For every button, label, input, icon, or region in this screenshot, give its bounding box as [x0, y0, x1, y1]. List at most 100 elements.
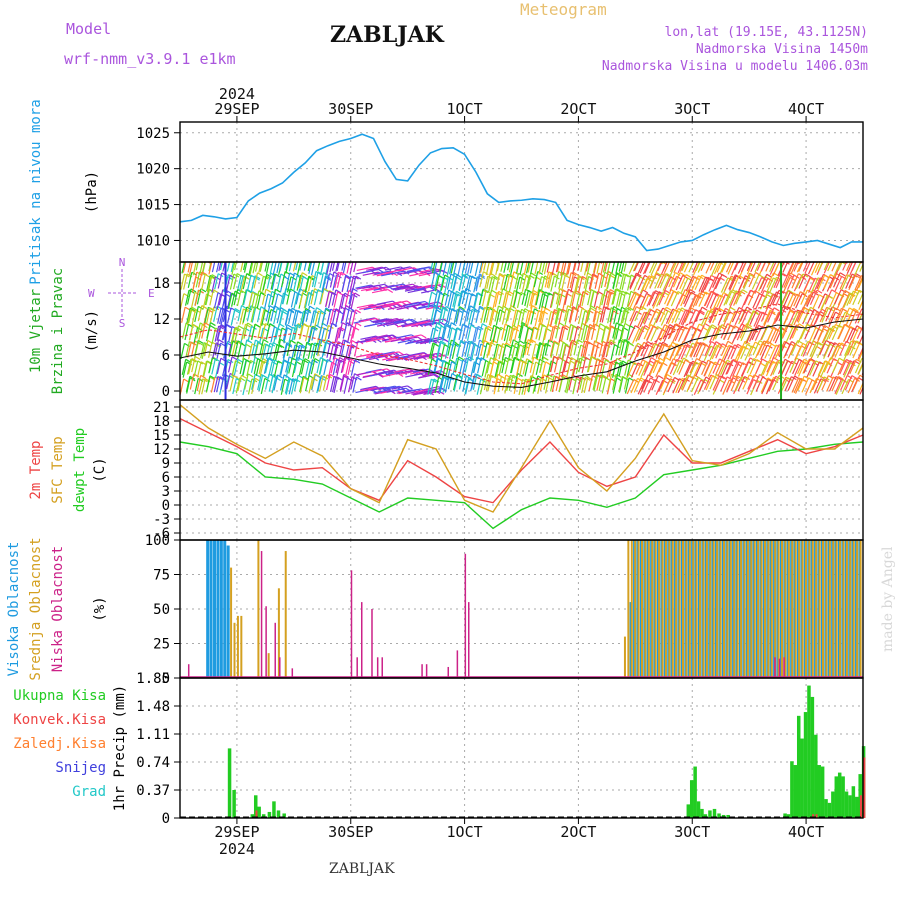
wind-barb [720, 359, 728, 375]
wind-barb-flag [545, 361, 551, 366]
wind-barb [470, 361, 475, 378]
wind-barb [793, 310, 801, 326]
wind-barb [612, 322, 617, 339]
wind-barb [667, 324, 676, 340]
wind-barb-flag [466, 357, 472, 362]
wind-barb [612, 272, 618, 289]
wind-barb [849, 359, 857, 375]
wind-barb [760, 291, 769, 307]
wind-barb [280, 374, 285, 391]
wind-barb [558, 272, 564, 288]
wind-barb [518, 361, 524, 377]
wind-barb-flag [625, 258, 630, 261]
precip-bar [810, 696, 815, 818]
wind-barb [240, 276, 246, 293]
wind-barb-flag [198, 289, 204, 294]
wind-barb [501, 308, 507, 325]
wind-barb [615, 271, 621, 288]
wind-barb [588, 375, 594, 392]
wind-barb [481, 290, 487, 307]
wind-barb-flag [333, 375, 340, 380]
wind-barb [436, 292, 441, 309]
wind-barb-flag [690, 291, 697, 296]
wind-barb-flag [514, 356, 521, 361]
wind-barb [288, 357, 293, 374]
wind-barb-flag [789, 291, 796, 296]
wind-barb [584, 341, 589, 358]
wind-barb [205, 289, 211, 306]
wind-barb-flag [831, 289, 838, 294]
wind-barb [846, 340, 855, 356]
wind-barb [331, 262, 336, 271]
wind-barb [447, 339, 452, 356]
wind-barb [342, 322, 348, 339]
precip-bar [700, 808, 704, 818]
wind-barb-flag [356, 376, 362, 381]
wind-barb-flag [471, 275, 478, 280]
wind-barb [558, 359, 564, 376]
wind-barb-flag [788, 289, 794, 294]
wind-barb [674, 325, 683, 342]
wind-barb-flag [702, 326, 709, 332]
wind-barb [384, 266, 401, 271]
wind-barb [792, 359, 800, 375]
wind-barb-flag [603, 357, 609, 362]
wind-barb [837, 324, 846, 340]
wind-barb [797, 359, 805, 375]
wind-barb [704, 275, 712, 291]
wind-barb [563, 356, 569, 373]
wind-barb [802, 262, 809, 272]
wind-barb [554, 271, 560, 288]
precip-bar [790, 761, 794, 818]
wind-barb [750, 262, 756, 273]
wind-barb [227, 356, 233, 373]
wind-barb-flag [308, 255, 313, 258]
wind-barb [601, 306, 607, 323]
wind-barb [510, 357, 516, 374]
wind-barb-flag [277, 293, 284, 298]
wind-barb [313, 271, 319, 288]
wind-barb [439, 262, 443, 272]
wind-barb-flag [197, 360, 204, 365]
wind-barb [731, 307, 740, 323]
wind-barb-flag [816, 345, 822, 350]
wind-barb [549, 291, 555, 308]
wind-barb [181, 262, 186, 274]
wind-barb-flag [476, 373, 483, 378]
wind-barb [413, 338, 430, 343]
wind-barb [214, 325, 220, 342]
wind-barb [713, 262, 721, 275]
wind-barb [543, 262, 548, 275]
wind-barb [473, 357, 478, 374]
precip-legend-entry: Snijeg [55, 760, 106, 776]
wind-barb-flag [231, 256, 236, 259]
wind-barb [749, 309, 758, 325]
wind-barb [265, 323, 271, 340]
wind-barb-flag [200, 255, 205, 258]
wind-barb [852, 343, 861, 359]
wind-barb [194, 378, 199, 395]
wind-barb-flag [623, 273, 629, 278]
wind-barb-flag [835, 262, 836, 263]
wind-barb [814, 308, 823, 324]
wind-barb [516, 292, 522, 308]
wind-barb [180, 293, 185, 310]
wind-barb [355, 284, 372, 289]
wind-barb-flag [537, 271, 544, 276]
wind-barb [693, 362, 701, 378]
wind-barb [561, 275, 566, 291]
wind-barb [206, 275, 211, 292]
wind-barb [373, 318, 390, 323]
wind-barb [397, 339, 414, 344]
wind-barb-flag [262, 374, 268, 379]
wind-barb [808, 327, 817, 343]
wind-barb [494, 305, 500, 322]
wind-barb-flag [737, 375, 743, 380]
wind-barb [401, 285, 418, 290]
wind-barb [212, 342, 217, 359]
wind-barb [413, 371, 430, 376]
wind-barb [497, 376, 503, 393]
precip-bar [232, 790, 236, 818]
wind-barb [447, 322, 452, 339]
wind-barb-flag [455, 258, 460, 261]
